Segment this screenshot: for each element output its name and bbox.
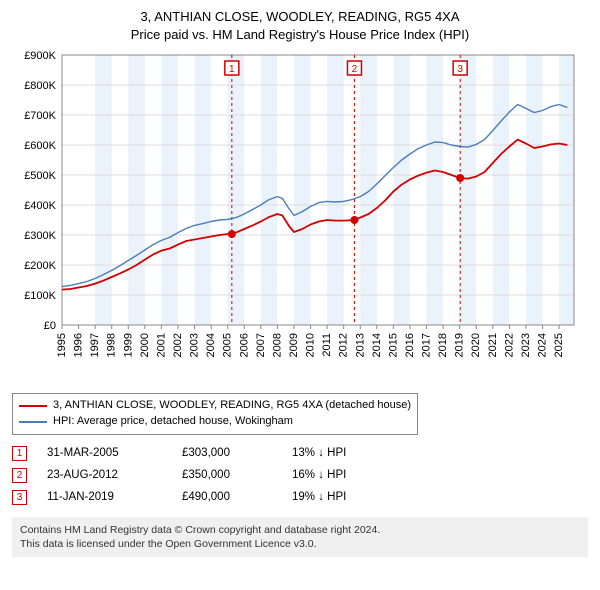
svg-text:3: 3 [457,64,463,75]
marker-date: 11-JAN-2019 [47,487,162,509]
legend-item: HPI: Average price, detached house, Woki… [19,414,411,430]
svg-text:£900K: £900K [24,50,56,62]
marker-badge: 2 [12,468,27,483]
legend-swatch [19,421,47,423]
svg-text:2024: 2024 [537,333,549,357]
svg-text:2023: 2023 [520,333,532,357]
marker-delta: 13% ↓ HPI [292,443,346,465]
svg-text:1995: 1995 [56,333,68,357]
svg-text:2002: 2002 [172,333,184,357]
svg-text:2011: 2011 [321,333,333,357]
svg-text:2009: 2009 [288,333,300,357]
svg-text:2022: 2022 [503,333,515,357]
attribution-footer: Contains HM Land Registry data © Crown c… [12,517,588,557]
svg-text:1997: 1997 [89,333,101,357]
chart-title: 3, ANTHIAN CLOSE, WOODLEY, READING, RG5 … [12,8,588,43]
chart-container: 3, ANTHIAN CLOSE, WOODLEY, READING, RG5 … [0,0,600,567]
svg-text:1999: 1999 [122,333,134,357]
svg-text:2006: 2006 [238,333,250,357]
svg-text:1996: 1996 [73,333,85,357]
svg-text:£200K: £200K [24,260,56,272]
chart-svg: £0 £100K £200K £300K £400K £500K £600K £700K £80… [12,47,588,387]
chart-plot: £0 £100K £200K £300K £400K £500K £600K £700K £80… [12,47,588,387]
footer-line-2: This data is licensed under the Open Gov… [20,537,580,551]
marker-price: £490,000 [182,487,272,509]
svg-text:2005: 2005 [222,333,234,357]
marker-table: 1 31-MAR-2005 £303,000 13% ↓ HPI 2 23-AUG-201… [12,443,588,509]
svg-text:1: 1 [229,64,235,75]
svg-text:£700K: £700K [24,110,56,122]
svg-text:2018: 2018 [437,333,449,357]
svg-text:2010: 2010 [305,333,317,357]
svg-text:2012: 2012 [338,333,350,357]
svg-text:£400K: £400K [24,200,56,212]
legend-item: 3, ANTHIAN CLOSE, WOODLEY, READING, RG5 … [19,398,411,414]
title-line-1: 3, ANTHIAN CLOSE, WOODLEY, READING, RG5 … [12,8,588,26]
marker-delta: 16% ↓ HPI [292,465,346,487]
marker-date: 23-AUG-2012 [47,465,162,487]
svg-text:2001: 2001 [155,333,167,357]
svg-text:2016: 2016 [404,333,416,357]
svg-text:2019: 2019 [454,333,466,357]
legend-label: HPI: Average price, detached house, Woki… [53,414,293,430]
svg-text:£0: £0 [44,320,56,332]
marker-date: 31-MAR-2005 [47,443,162,465]
svg-text:2021: 2021 [487,333,499,357]
legend-swatch [19,405,47,407]
marker-badge: 1 [12,446,27,461]
svg-text:2020: 2020 [470,333,482,357]
legend: 3, ANTHIAN CLOSE, WOODLEY, READING, RG5 … [12,393,418,435]
marker-row: 1 31-MAR-2005 £303,000 13% ↓ HPI [12,443,588,465]
svg-text:2025: 2025 [553,333,565,357]
svg-text:2013: 2013 [354,333,366,357]
svg-text:2003: 2003 [189,333,201,357]
svg-text:1998: 1998 [106,333,118,357]
footer-line-1: Contains HM Land Registry data © Crown c… [20,523,580,537]
title-line-2: Price paid vs. HM Land Registry's House … [12,26,588,44]
marker-price: £303,000 [182,443,272,465]
legend-label: 3, ANTHIAN CLOSE, WOODLEY, READING, RG5 … [53,398,411,414]
marker-row: 2 23-AUG-2012 £350,000 16% ↓ HPI [12,465,588,487]
svg-text:2000: 2000 [139,333,151,357]
svg-text:2014: 2014 [371,333,383,357]
marker-row: 3 11-JAN-2019 £490,000 19% ↓ HPI [12,487,588,509]
marker-delta: 19% ↓ HPI [292,487,346,509]
svg-text:£100K: £100K [24,290,56,302]
svg-text:2008: 2008 [271,333,283,357]
svg-text:2015: 2015 [387,333,399,357]
svg-text:2017: 2017 [421,333,433,357]
svg-text:2: 2 [352,64,358,75]
marker-price: £350,000 [182,465,272,487]
svg-text:£300K: £300K [24,230,56,242]
svg-text:£600K: £600K [24,140,56,152]
svg-text:2004: 2004 [205,333,217,357]
svg-text:£800K: £800K [24,80,56,92]
marker-badge: 3 [12,490,27,505]
svg-text:£500K: £500K [24,170,56,182]
svg-text:2007: 2007 [255,333,267,357]
